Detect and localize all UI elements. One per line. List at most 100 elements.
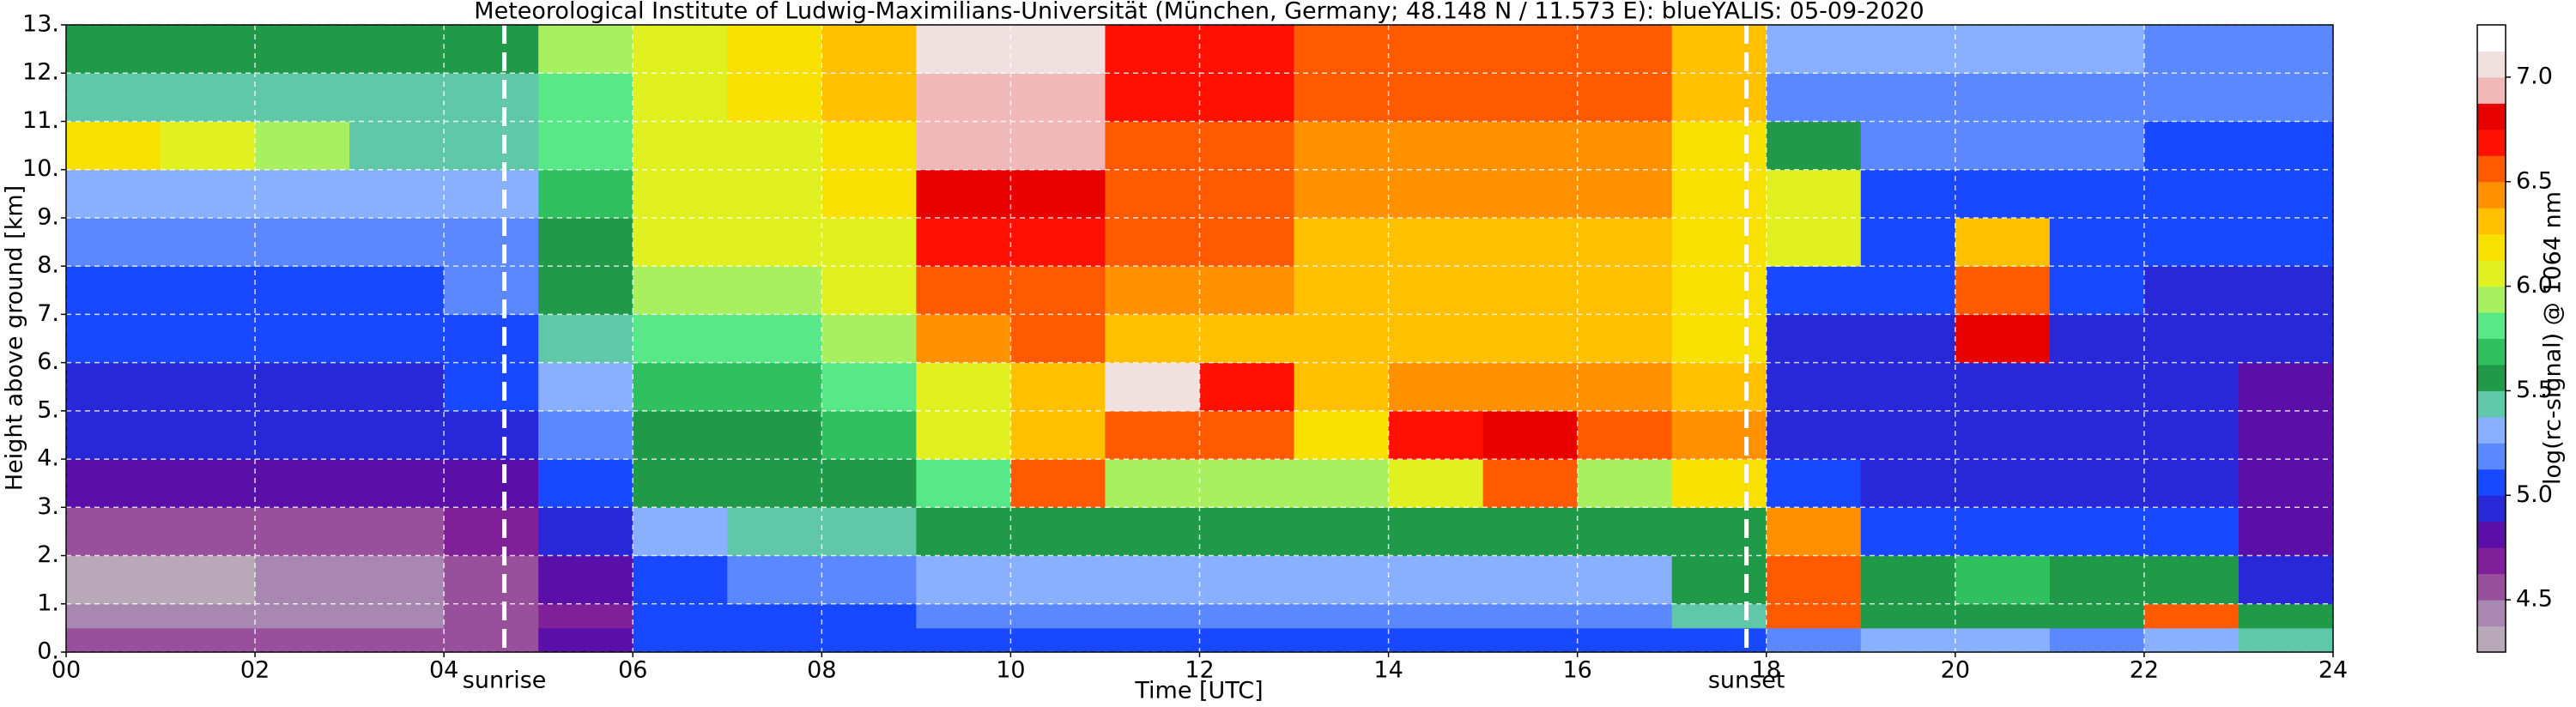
heatmap-cell [821,314,917,364]
heatmap-cell [821,459,917,508]
x-tick-label: 22 [2130,657,2159,684]
heatmap-cell [1766,217,1862,267]
heatmap-cell [1955,314,2051,364]
heatmap-cell [1388,217,1484,267]
colorbar-segment [2477,233,2506,261]
heatmap-cell [1294,627,1390,653]
colorbar-segment [2477,547,2506,575]
heatmap-cell [1388,459,1484,508]
heatmap-cell [66,507,161,557]
heatmap-cell [66,314,161,364]
heatmap-cell [1955,459,2051,508]
heatmap-cell [66,73,161,122]
heatmap-cell [538,459,633,508]
heatmap-cell [2143,507,2240,557]
heatmap-cell [538,121,633,171]
heatmap-cell [2238,25,2334,74]
heatmap-cell [255,459,350,508]
heatmap-cell [1860,362,1956,412]
heatmap-cell [633,121,728,171]
heatmap-cell [1199,459,1295,508]
heatmap-cell [1577,410,1673,460]
heatmap-cell [1294,266,1390,315]
heatmap-cell [255,314,350,364]
y-tick-label: 12. [22,59,59,86]
heatmap-cell [444,266,539,315]
heatmap-cell [2143,25,2240,74]
heatmap-cell [633,603,728,629]
annotation-label: sunrise [463,668,547,694]
colorbar-segment [2477,495,2506,523]
heatmap-cell [444,121,539,171]
heatmap-cell [2238,555,2334,605]
heatmap-cell [1199,507,1295,557]
heatmap-cell [349,459,445,508]
heatmap-cell [1671,459,1767,508]
heatmap-cell [1671,266,1767,315]
heatmap-cell [161,266,256,315]
heatmap-cell [538,555,633,605]
heatmap-cell [1105,25,1200,74]
heatmap-cell [1577,459,1673,508]
heatmap-cell [349,169,445,219]
heatmap-cell [1199,217,1295,267]
heatmap-cell [633,459,728,508]
heatmap-cell [1294,169,1390,219]
heatmap-cell [538,25,633,74]
heatmap-cell [2143,410,2240,460]
colorbar-label: log(rc-signal) @ 1064 nm [2540,191,2567,485]
heatmap-cell [2143,459,2240,508]
heatmap-cell [633,266,728,315]
heatmap-cell [444,362,539,412]
heatmap-cell [538,507,633,557]
heatmap-cell [255,627,350,653]
heatmap-cell [1010,73,1106,122]
heatmap-cell [1388,362,1484,412]
heatmap-cell [255,362,350,412]
heatmap-cell [916,555,1011,605]
heatmap-cell [1766,266,1862,315]
heatmap-cell [444,410,539,460]
heatmap-cell [633,73,728,122]
heatmap-cell [1482,362,1579,412]
heatmap-cell [2049,217,2145,267]
heatmap-cell [66,603,161,629]
heatmap-cell [1766,410,1862,460]
heatmap-cell [916,627,1011,653]
heatmap-cell [255,121,350,171]
heatmap-cell [1577,314,1673,364]
heatmap-cell [1199,627,1295,653]
heatmap-cell [916,314,1011,364]
colorbar-segment [2477,103,2506,130]
heatmap-cell [2238,362,2334,412]
heatmap-cell [2238,627,2334,653]
heatmap-cell [1010,25,1106,74]
heatmap-cell [349,603,445,629]
heatmap-cell [1388,555,1484,605]
heatmap-cell [1671,73,1767,122]
chart-title: Meteorological Institute of Ludwig-Maxim… [474,0,1924,25]
heatmap-cell [255,217,350,267]
heatmap-cell [1010,507,1106,557]
heatmap-cell [66,25,161,74]
heatmap-cell [2049,362,2145,412]
heatmap-cell [1766,362,1862,412]
heatmap-cell [2238,169,2334,219]
colorbar-segment [2477,260,2506,287]
heatmap-cell [444,73,539,122]
heatmap-cell [444,169,539,219]
x-tick-label: 00 [52,657,81,684]
y-axis-label: Height above ground [km] [2,185,28,491]
heatmap-cell [66,121,161,171]
heatmap-cell [2143,169,2240,219]
heatmap-cell [1388,314,1484,364]
heatmap-cell [633,507,728,557]
colorbar-frame [2476,24,2506,653]
heatmap-cell [916,266,1011,315]
heatmap-cell [1010,603,1106,629]
heatmap-cell [1388,121,1484,171]
heatmap-cell [349,314,445,364]
x-tick-label: 08 [807,657,836,684]
heatmap-cell [66,459,161,508]
heatmap-cell [916,25,1011,74]
